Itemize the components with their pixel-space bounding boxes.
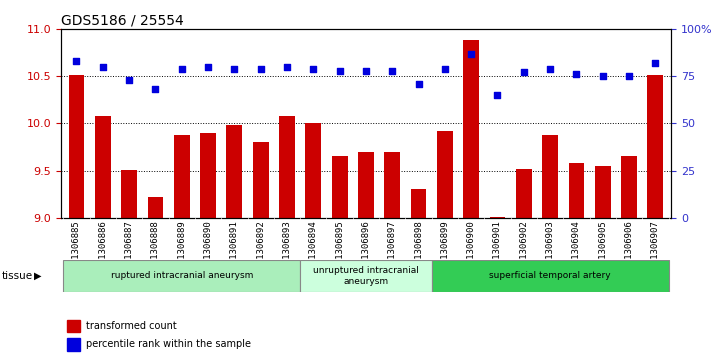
Bar [463, 40, 479, 218]
Point [492, 92, 503, 98]
Text: GSM1306899: GSM1306899 [441, 220, 449, 274]
Point [202, 64, 213, 70]
Text: GSM1306894: GSM1306894 [308, 220, 318, 274]
Text: GSM1306898: GSM1306898 [414, 220, 423, 274]
Bar [437, 131, 453, 218]
Bar [358, 152, 374, 218]
Point [650, 60, 661, 66]
Text: GSM1306905: GSM1306905 [598, 220, 607, 274]
Text: GSM1306906: GSM1306906 [625, 220, 633, 274]
Point [386, 68, 398, 73]
Text: GSM1306897: GSM1306897 [388, 220, 397, 274]
Text: tissue: tissue [2, 271, 34, 281]
Point [97, 64, 109, 70]
Text: GSM1306904: GSM1306904 [572, 220, 581, 274]
Point [360, 68, 371, 73]
Text: superficial temporal artery: superficial temporal artery [489, 272, 611, 280]
Bar [384, 152, 400, 218]
Text: GSM1306886: GSM1306886 [99, 220, 107, 274]
Bar [490, 217, 506, 218]
Bar [621, 156, 637, 218]
Bar [542, 135, 558, 218]
Bar [174, 135, 190, 218]
Bar [595, 166, 610, 218]
Bar [300, 260, 432, 292]
Text: GSM1306896: GSM1306896 [361, 220, 371, 274]
Point [71, 58, 82, 64]
Bar [148, 197, 164, 218]
Text: percentile rank within the sample: percentile rank within the sample [86, 339, 251, 350]
Point [570, 72, 582, 77]
Bar [332, 156, 348, 218]
Bar [306, 123, 321, 218]
Point [544, 66, 555, 72]
Bar [648, 75, 663, 218]
Point [124, 77, 135, 83]
Bar [69, 75, 84, 218]
Point [150, 86, 161, 92]
Text: GSM1306890: GSM1306890 [203, 220, 213, 274]
Point [623, 73, 635, 79]
Text: GSM1306895: GSM1306895 [335, 220, 344, 274]
Text: transformed count: transformed count [86, 321, 177, 331]
Bar [95, 116, 111, 218]
Text: GSM1306888: GSM1306888 [151, 220, 160, 274]
Point [255, 66, 266, 72]
Text: GSM1306887: GSM1306887 [125, 220, 134, 274]
Point [439, 66, 451, 72]
Bar [279, 116, 295, 218]
Text: GSM1306893: GSM1306893 [283, 220, 291, 274]
Point [466, 51, 477, 57]
Bar [432, 260, 668, 292]
Text: GSM1306907: GSM1306907 [651, 220, 660, 274]
Text: ruptured intracranial aneurysm: ruptured intracranial aneurysm [111, 272, 253, 280]
Text: GSM1306885: GSM1306885 [72, 220, 81, 274]
Bar [200, 133, 216, 218]
Text: GDS5186 / 25554: GDS5186 / 25554 [61, 14, 183, 28]
Point [176, 66, 188, 72]
Text: GSM1306892: GSM1306892 [256, 220, 265, 274]
Text: GSM1306901: GSM1306901 [493, 220, 502, 274]
Bar [64, 260, 300, 292]
Bar [67, 319, 80, 332]
Text: GSM1306891: GSM1306891 [230, 220, 239, 274]
Text: GSM1306903: GSM1306903 [545, 220, 555, 274]
Point [334, 68, 346, 73]
Bar [411, 189, 426, 218]
Bar [253, 142, 268, 218]
Point [597, 73, 608, 79]
Text: GSM1306902: GSM1306902 [519, 220, 528, 274]
Text: unruptured intracranial
aneurysm: unruptured intracranial aneurysm [313, 266, 419, 286]
Text: GSM1306889: GSM1306889 [177, 220, 186, 274]
Point [413, 81, 424, 87]
Text: GSM1306900: GSM1306900 [467, 220, 476, 274]
Bar [67, 338, 80, 351]
Text: ▶: ▶ [34, 271, 42, 281]
Bar [568, 163, 584, 218]
Bar [516, 169, 532, 218]
Bar [226, 125, 242, 218]
Bar [121, 170, 137, 218]
Point [228, 66, 240, 72]
Point [308, 66, 319, 72]
Point [518, 70, 530, 76]
Point [281, 64, 293, 70]
